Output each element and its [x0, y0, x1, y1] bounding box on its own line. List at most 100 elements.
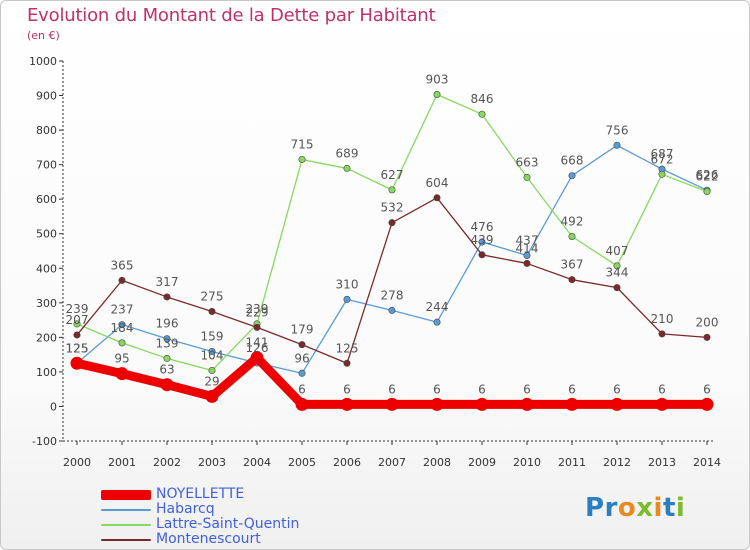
data-point [388, 306, 396, 314]
data-label: 210 [651, 312, 674, 326]
legend-label: NOYELLETTE [156, 486, 245, 502]
x-tick-label: 2010 [513, 456, 541, 469]
data-point [568, 276, 576, 284]
data-point [700, 397, 714, 411]
data-label: 492 [561, 214, 584, 228]
data-point [160, 378, 174, 392]
data-label: 437 [516, 233, 539, 247]
data-label: 689 [336, 146, 359, 160]
data-point [520, 397, 534, 411]
data-label: 627 [381, 168, 404, 182]
data-point [523, 259, 531, 267]
data-label: 207 [66, 313, 89, 327]
x-tick-label: 2009 [468, 456, 496, 469]
data-label: 622 [696, 170, 719, 184]
data-label: 317 [156, 275, 179, 289]
logo-letter: x [636, 493, 654, 523]
data-label: 367 [561, 258, 584, 272]
data-label: 414 [516, 241, 539, 255]
data-label: 344 [606, 266, 629, 280]
data-point [478, 238, 486, 246]
data-label: 846 [471, 92, 494, 106]
y-tick-label: 100 [36, 366, 57, 379]
data-label: 365 [111, 258, 134, 272]
y-tick-label: 700 [36, 159, 57, 172]
x-tick-label: 2006 [333, 456, 361, 469]
data-label: 184 [111, 321, 134, 335]
x-tick-label: 2001 [108, 456, 136, 469]
x-tick-label: 2007 [378, 456, 406, 469]
data-label: 407 [606, 244, 629, 258]
data-label: 6 [568, 382, 576, 396]
data-point [115, 367, 129, 381]
legend-item: Montenescourt [101, 532, 299, 547]
data-point [70, 356, 84, 370]
data-label: 756 [606, 123, 629, 137]
data-point [658, 330, 666, 338]
data-label: 310 [336, 277, 359, 291]
x-tick-label: 2013 [648, 456, 676, 469]
data-label: 200 [696, 315, 719, 329]
legend-label: Habarcq [156, 501, 215, 517]
legend-label: Montenescourt [156, 531, 261, 547]
data-point [523, 251, 531, 259]
x-tick-label: 2011 [558, 456, 586, 469]
data-point [610, 397, 624, 411]
data-point [343, 359, 351, 367]
data-label: 687 [651, 147, 674, 161]
data-point [703, 333, 711, 341]
y-tick-label: -100 [32, 435, 57, 448]
data-point [73, 331, 81, 339]
data-label: 6 [478, 382, 486, 396]
data-label: 903 [426, 73, 449, 87]
data-label: 663 [516, 155, 539, 169]
data-point [478, 251, 486, 259]
data-point [343, 164, 351, 172]
data-label: 275 [201, 289, 224, 303]
legend-label: Lattre-Saint-Quentin [156, 516, 300, 532]
data-point [208, 348, 216, 356]
data-label: 125 [336, 341, 359, 355]
data-label: 668 [561, 154, 584, 168]
data-label: 278 [381, 288, 404, 302]
x-tick-label: 2002 [153, 456, 181, 469]
x-tick-label: 2003 [198, 456, 226, 469]
data-label: 126 [246, 341, 269, 355]
data-point [568, 172, 576, 180]
data-label: 179 [291, 323, 314, 337]
data-point [205, 389, 219, 403]
chart-legend: NOYELLETTE Habarcq Lattre-Saint-Quentin Mon… [101, 487, 299, 547]
legend-item: Habarcq [101, 502, 299, 517]
logo-letter: P [585, 493, 605, 523]
data-label: 6 [703, 382, 711, 396]
data-point [118, 339, 126, 347]
y-tick-label: 1000 [29, 55, 57, 68]
data-point [385, 397, 399, 411]
data-point [565, 397, 579, 411]
data-label: 125 [66, 341, 89, 355]
data-point [163, 354, 171, 362]
data-point [655, 397, 669, 411]
y-tick-label: 500 [36, 228, 57, 241]
y-tick-label: 200 [36, 331, 57, 344]
y-tick-label: 400 [36, 262, 57, 275]
data-point [118, 276, 126, 284]
data-point [475, 397, 489, 411]
data-point [250, 351, 264, 365]
logo-letter: i [675, 493, 686, 523]
data-label: 6 [658, 382, 666, 396]
x-tick-label: 2005 [288, 456, 316, 469]
data-point [298, 155, 306, 163]
logo-letter: t [662, 493, 676, 523]
y-tick-label: 900 [36, 90, 57, 103]
data-label: 476 [471, 220, 494, 234]
data-label: 239 [66, 302, 89, 316]
y-tick-label: 800 [36, 124, 57, 137]
legend-item: NOYELLETTE [101, 487, 299, 502]
data-label: 159 [201, 330, 224, 344]
data-point [613, 284, 621, 292]
data-point [703, 188, 711, 196]
legend-swatch [101, 538, 151, 541]
data-label: 439 [471, 233, 494, 247]
